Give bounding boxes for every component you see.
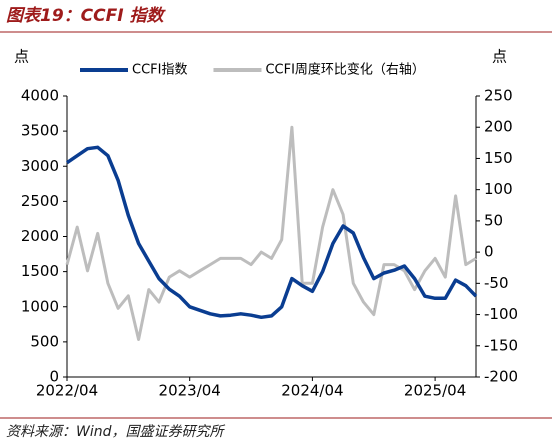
x-tick-label: 2025/04 <box>404 382 466 400</box>
series-line <box>65 125 477 341</box>
y2-tick-label: -200 <box>484 368 518 386</box>
y2-tick-label: 50 <box>484 211 503 229</box>
y-tick-label: 4000 <box>21 87 59 105</box>
y-tick-label: 3500 <box>21 122 59 140</box>
y-tick-label: 2500 <box>21 192 59 210</box>
y-axis-label: 点 <box>14 48 29 66</box>
chart-title: 图表19：CCFI 指数 <box>6 6 166 26</box>
y-tick-label: 2000 <box>21 227 59 245</box>
x-tick-label: 2024/04 <box>281 382 343 400</box>
y2-tick-label: 200 <box>484 118 513 136</box>
y2-axis-label: 点 <box>492 48 507 66</box>
y-tick-label: 1000 <box>21 297 59 315</box>
legend-label: CCFI指数 <box>132 63 187 78</box>
legend-label: CCFI周度环比变化（右轴） <box>265 62 424 78</box>
y-tick-label: 500 <box>30 332 59 350</box>
y2-tick-label: -50 <box>484 274 509 292</box>
x-tick-label: 2023/04 <box>159 382 221 400</box>
y2-tick-label: 150 <box>484 149 513 167</box>
y2-tick-label: 250 <box>484 87 513 105</box>
y2-tick-label: 0 <box>484 243 494 261</box>
y-tick-label: 1500 <box>21 262 59 280</box>
source: 资料来源：Wind，国盛证券研究所 <box>6 424 225 440</box>
y-tick-label: 0 <box>49 368 59 386</box>
y2-tick-label: -100 <box>484 305 518 323</box>
y-tick-label: 3000 <box>21 157 59 175</box>
series-line <box>66 145 478 320</box>
y2-tick-label: -150 <box>484 336 518 354</box>
x-tick-label: 2022/04 <box>36 382 98 400</box>
y2-tick-label: 100 <box>484 180 513 198</box>
